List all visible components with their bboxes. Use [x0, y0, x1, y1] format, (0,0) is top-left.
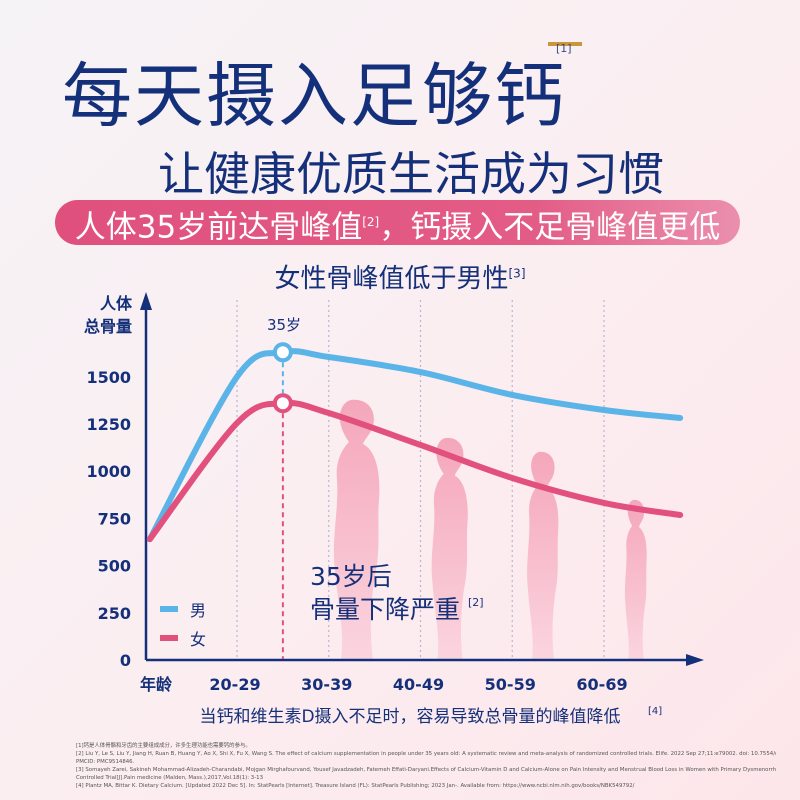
caption-ref: [4] — [648, 706, 662, 717]
peak-marker-female — [272, 393, 293, 414]
title-accent-bar — [548, 42, 582, 46]
title-reference: [1] — [556, 42, 572, 55]
chart-title: 女性骨峰值低于男性[3] — [0, 258, 800, 295]
women-silhouettes — [333, 399, 647, 660]
y-tick-label: 0 — [120, 651, 131, 670]
page-title: 每天摄入足够钙 — [62, 55, 566, 137]
footnote: [1]钙是人体骨骼和牙齿的主要组成成分，许多生理功能也需要钙的参与。 — [76, 743, 251, 749]
bone-mass-chart: 人体 总骨量 年龄 0 250 500 750 1000 1250 1500 20-29 30… — [84, 292, 704, 727]
footnote: [4] Plantz MA, Bittar K. Dietary Calcium… — [76, 783, 635, 789]
y-tick-label: 750 — [98, 509, 131, 528]
chart-title-ref: [3] — [508, 266, 526, 281]
silhouette-shape — [527, 451, 559, 660]
y-tick-label: 1500 — [86, 368, 131, 387]
banner-text-1: 人体35岁前达骨峰值 — [74, 209, 363, 246]
x-tick-label: 20-29 — [209, 675, 260, 694]
annotation-line-1: 35岁后 — [310, 562, 392, 591]
x-tick-label: 60-69 — [576, 675, 627, 694]
x-tick-label: 40-49 — [393, 675, 444, 694]
y-axis — [140, 292, 152, 660]
y-tick-label: 250 — [98, 604, 131, 623]
banner-text-2: ，钙摄入不足骨峰值更低 — [379, 209, 721, 246]
chart-title-text: 女性骨峰值低于男性 — [274, 264, 509, 294]
silhouette-shape — [624, 499, 647, 660]
series-line-male — [146, 348, 684, 543]
y-axis-arrow-icon — [140, 292, 152, 310]
legend: 男 女 — [160, 601, 206, 649]
highlight-banner: 人体35岁前达骨峰值[2]，钙摄入不足骨峰值更低 — [55, 200, 740, 245]
peak-label: 35岁 — [267, 316, 301, 334]
legend-label-male: 男 — [190, 601, 206, 620]
legend-swatch-male — [160, 606, 178, 612]
footnote: Controlled Trial[J].Pain medicine (Malde… — [76, 775, 264, 781]
y-tick-label: 1000 — [86, 462, 131, 481]
footnote: [3] Somayeh Zarei, Sakineh Mohammad-Aliz… — [76, 767, 776, 773]
page-subtitle: 让健康优质生活成为习惯 — [158, 147, 664, 201]
y-axis-label-2: 总骨量 — [84, 317, 132, 336]
woman-silhouette — [431, 437, 468, 660]
y-axis-label-1: 人体 — [100, 294, 133, 313]
chart-caption: 当钙和维生素D摄入不足时，容易导致总骨量的峰值降低 — [199, 707, 620, 727]
legend-label-female: 女 — [190, 630, 206, 649]
y-tick-label: 1250 — [86, 415, 131, 434]
annotation-line-2: 骨量下降严重 — [310, 595, 460, 624]
x-axis — [146, 654, 704, 666]
annotation-ref: [2] — [468, 596, 484, 609]
woman-silhouette — [527, 451, 559, 660]
x-tick-label: 50-59 — [485, 675, 536, 694]
legend-swatch-female — [160, 635, 178, 641]
silhouette-shape — [333, 399, 380, 660]
footnote: PMCID: PMC9514846. — [76, 759, 135, 765]
y-tick-label: 500 — [98, 557, 131, 576]
footnotes: [1]钙是人体骨骼和牙齿的主要组成成分，许多生理功能也需要钙的参与。 [2] L… — [76, 742, 776, 790]
x-axis-label: 年龄 — [140, 675, 173, 694]
woman-silhouette — [624, 499, 647, 660]
banner-ref: [2] — [362, 215, 380, 229]
peak-marker-male — [272, 342, 293, 363]
x-axis-arrow-icon — [686, 654, 704, 666]
woman-silhouette — [333, 399, 380, 660]
silhouette-shape — [431, 437, 468, 660]
footnote: [2] Liu Y, Le S, Liu Y, Jiang H, Ruan B,… — [76, 751, 776, 757]
series-line-female — [146, 399, 684, 543]
x-tick-label: 30-39 — [301, 675, 352, 694]
